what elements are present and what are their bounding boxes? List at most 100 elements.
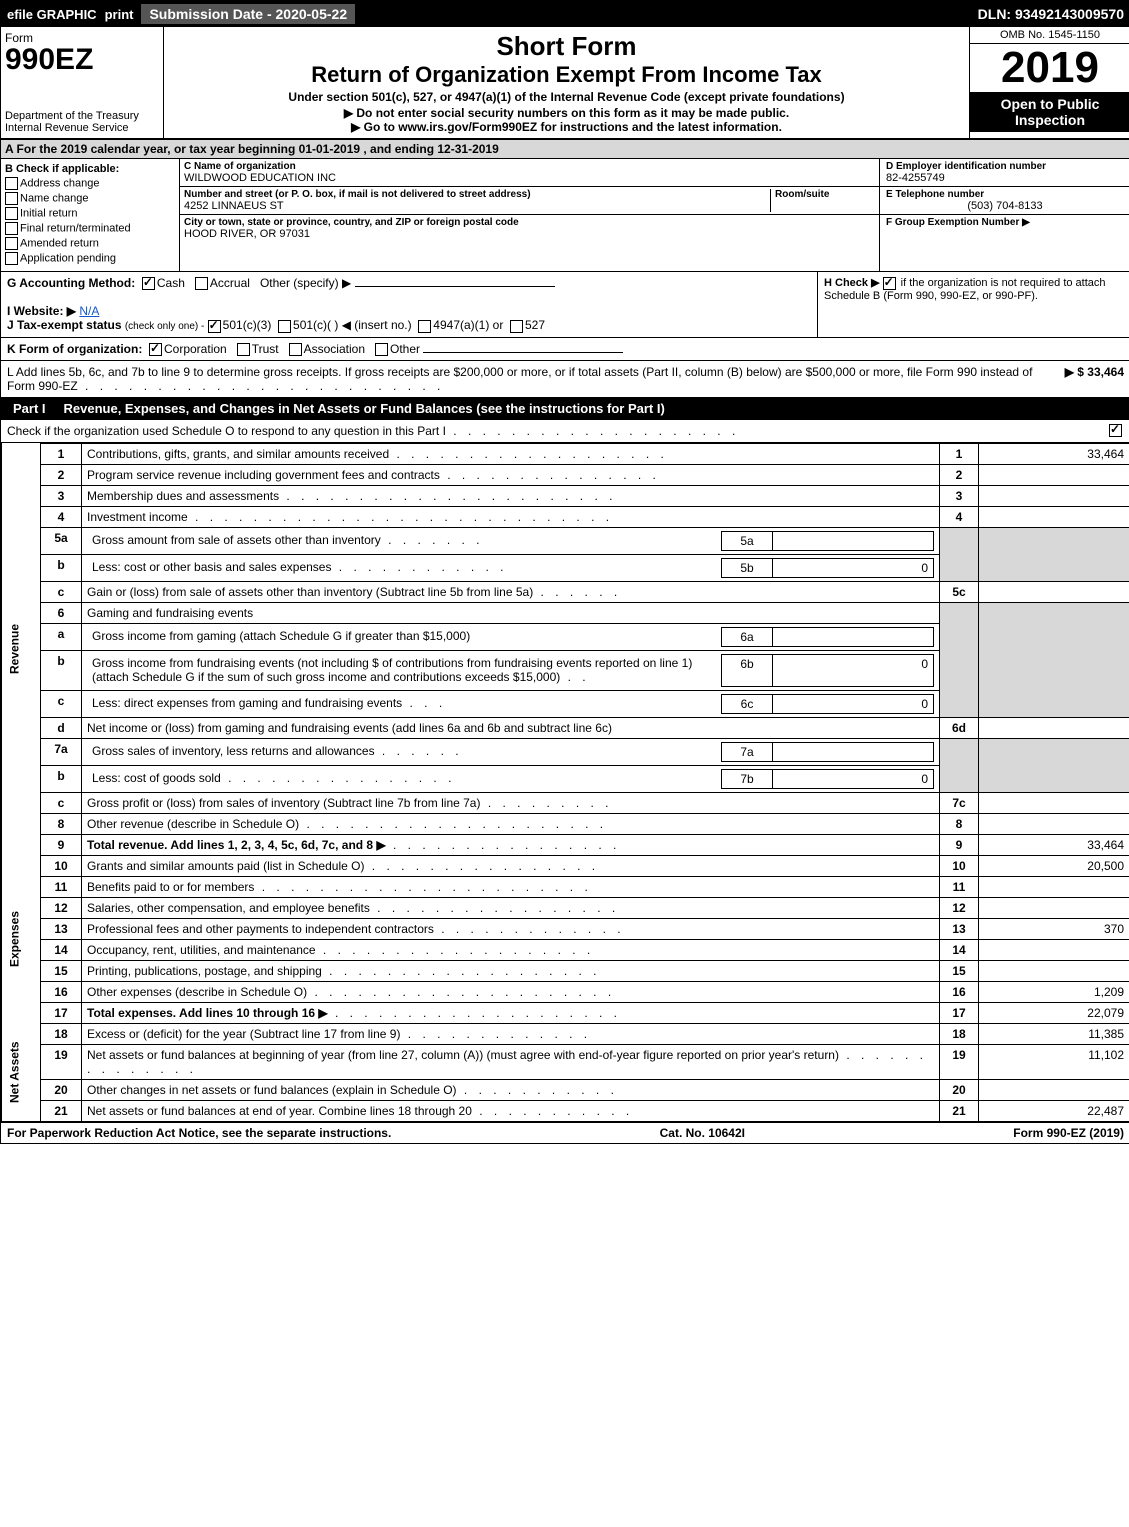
j-501c3: 501(c)(3) — [223, 318, 272, 332]
h-label: H Check ▶ — [824, 277, 880, 289]
cbx-address-change[interactable] — [5, 177, 18, 190]
line7b-ref: 7b — [722, 769, 773, 788]
line6a-text: Gross income from gaming (attach Schedul… — [92, 629, 470, 643]
line3-ref: 3 — [940, 485, 979, 506]
line20-num: 20 — [41, 1079, 82, 1100]
footer-left: For Paperwork Reduction Act Notice, see … — [7, 1126, 391, 1140]
f-label: F Group Exemption Number ▶ — [886, 217, 1124, 228]
line11-text: Benefits paid to or for members — [87, 880, 254, 894]
cbx-other[interactable] — [375, 343, 388, 356]
line6b-num: b — [41, 650, 82, 690]
line9-num: 9 — [41, 834, 82, 855]
cbx-corp[interactable] — [149, 343, 162, 356]
line18-num: 18 — [41, 1023, 82, 1044]
k-assoc: Association — [304, 342, 365, 356]
line7a-num: 7a — [41, 738, 82, 765]
line7b-num: b — [41, 765, 82, 792]
print-link[interactable]: print — [105, 7, 134, 22]
line6c-text: Less: direct expenses from gaming and fu… — [92, 696, 402, 710]
opt-amended-return: Amended return — [20, 237, 99, 249]
line1-ref: 1 — [940, 443, 979, 464]
cbx-4947[interactable] — [418, 320, 431, 333]
line3-value — [979, 485, 1129, 506]
line5c-num: c — [41, 581, 82, 602]
line1-num: 1 — [41, 443, 82, 464]
line7a-ref: 7a — [722, 742, 773, 761]
cbx-name-change[interactable] — [5, 192, 18, 205]
line1-value: 33,464 — [979, 443, 1129, 464]
line5a-text: Gross amount from sale of assets other t… — [92, 533, 381, 547]
cbx-initial-return[interactable] — [5, 207, 18, 220]
line5a-ref: 5a — [722, 531, 773, 550]
line6d-num: d — [41, 717, 82, 738]
line9-text: Total revenue. Add lines 1, 2, 3, 4, 5c,… — [87, 838, 386, 852]
k-other-input[interactable] — [423, 352, 623, 353]
line2-num: 2 — [41, 464, 82, 485]
submission-date: Submission Date - 2020-05-22 — [141, 4, 355, 24]
cbx-trust[interactable] — [237, 343, 250, 356]
line11-ref: 11 — [940, 876, 979, 897]
cbx-501c3[interactable] — [208, 320, 221, 333]
org-address: 4252 LINNAEUS ST — [184, 200, 770, 212]
line14-num: 14 — [41, 939, 82, 960]
addr-label: Number and street (or P. O. box, if mail… — [184, 189, 770, 200]
submission-date-label: Submission Date - — [149, 6, 275, 22]
line6a-num: a — [41, 623, 82, 650]
line21-value: 22,487 — [979, 1100, 1129, 1121]
cbx-application-pending[interactable] — [5, 252, 18, 265]
line7c-text: Gross profit or (loss) from sales of inv… — [87, 796, 480, 810]
line11-num: 11 — [41, 876, 82, 897]
line8-value — [979, 813, 1129, 834]
line16-ref: 16 — [940, 981, 979, 1002]
line19-ref: 19 — [940, 1044, 979, 1079]
cbx-final-return[interactable] — [5, 222, 18, 235]
line10-text: Grants and similar amounts paid (list in… — [87, 859, 364, 873]
g-other-input[interactable] — [355, 286, 555, 287]
efile-link[interactable]: efile GRAPHIC — [7, 7, 97, 22]
cbx-527[interactable] — [510, 320, 523, 333]
line7c-ref: 7c — [940, 792, 979, 813]
line14-text: Occupancy, rent, utilities, and maintena… — [87, 943, 316, 957]
entity-section: B Check if applicable: Address change Na… — [1, 159, 1129, 271]
website-link[interactable]: N/A — [79, 304, 99, 318]
inspection: Inspection — [974, 112, 1126, 128]
cbx-accrual[interactable] — [195, 277, 208, 290]
cbx-assoc[interactable] — [289, 343, 302, 356]
opt-address-change: Address change — [20, 177, 100, 189]
line3-num: 3 — [41, 485, 82, 506]
line13-num: 13 — [41, 918, 82, 939]
line5b-text: Less: cost or other basis and sales expe… — [92, 560, 331, 574]
line20-text: Other changes in net assets or fund bala… — [87, 1083, 457, 1097]
line4-ref: 4 — [940, 506, 979, 527]
line13-value: 370 — [979, 918, 1129, 939]
header-goto[interactable]: ▶ Go to www.irs.gov/Form990EZ for instru… — [172, 120, 961, 134]
revenue-section-label: Revenue — [2, 443, 41, 855]
cbx-h[interactable] — [883, 277, 896, 290]
line17-ref: 17 — [940, 1002, 979, 1023]
line6-num: 6 — [41, 602, 82, 623]
submission-date-value: 2020-05-22 — [276, 6, 348, 22]
line19-num: 19 — [41, 1044, 82, 1079]
line14-ref: 14 — [940, 939, 979, 960]
line6b-ref: 6b — [722, 654, 773, 686]
line5c-value — [979, 581, 1129, 602]
cbx-cash[interactable] — [142, 277, 155, 290]
line7c-value — [979, 792, 1129, 813]
line11-value — [979, 876, 1129, 897]
org-city: HOOD RIVER, OR 97031 — [184, 228, 875, 240]
line2-ref: 2 — [940, 464, 979, 485]
line16-text: Other expenses (describe in Schedule O) — [87, 985, 307, 999]
cbx-501c[interactable] — [278, 320, 291, 333]
dept-treasury: Department of the Treasury — [5, 110, 155, 122]
k-trust: Trust — [252, 342, 279, 356]
dln-value: 93492143009570 — [1015, 6, 1124, 22]
line18-ref: 18 — [940, 1023, 979, 1044]
line6b-value: 0 — [773, 654, 934, 686]
cbx-amended-return[interactable] — [5, 237, 18, 250]
line8-ref: 8 — [940, 813, 979, 834]
line10-num: 10 — [41, 855, 82, 876]
line6c-ref: 6c — [722, 694, 773, 713]
title-short-form: Short Form — [172, 31, 961, 62]
line15-text: Printing, publications, postage, and shi… — [87, 964, 322, 978]
cbx-schedule-o[interactable] — [1109, 424, 1122, 437]
